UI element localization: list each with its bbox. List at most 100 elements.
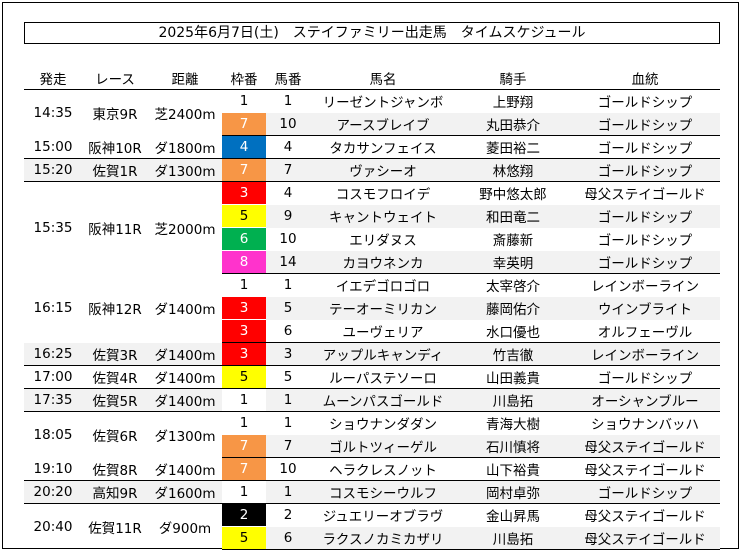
table-row: 15:00 阪神10R ダ1800m 4 4 タカサンフェイス 菱田裕二 ゴールドシップ xyxy=(24,135,720,159)
horse-name: ショウナンダダン xyxy=(329,417,437,434)
race-distance: ダ900m xyxy=(158,520,212,537)
horse-number: 4 xyxy=(283,185,293,202)
pedigree: 母父ステイゴールド xyxy=(584,187,706,204)
pedigree: 母父ステイゴールド xyxy=(584,509,706,526)
race-distance: ダ1400m xyxy=(148,342,222,366)
race-time: 19:10 xyxy=(24,457,82,481)
horse-name: ムーンパスゴールド xyxy=(310,388,456,412)
jockey-name: 岡村卓弥 xyxy=(456,480,570,504)
horse-number: 1 xyxy=(283,415,293,432)
pedigree: ゴールドシップ xyxy=(570,204,720,228)
race-distance: ダ1400m xyxy=(154,302,216,318)
gate-number: 3 xyxy=(222,319,266,343)
race-distance: ダ1400m xyxy=(148,388,222,412)
header-pedigree: 血統 xyxy=(570,67,720,90)
horse-number: 1 xyxy=(283,93,293,110)
gate-number: 3 xyxy=(222,342,266,366)
header-race: レース xyxy=(82,67,148,90)
horse-name: コスモシーウルフ xyxy=(310,480,456,504)
race-time: 20:20 xyxy=(24,480,82,504)
race-name: 阪神10R xyxy=(82,135,148,159)
table-row: 18:05 佐賀6R ダ1300m 1 1 ショウナンダダン 青海大樹 ショウナンバッハ xyxy=(24,411,720,445)
horse-name: ラクスノカミカザリ xyxy=(310,526,456,550)
horse-number: 14 xyxy=(266,250,310,274)
pedigree: 母父ステイゴールド xyxy=(570,526,720,550)
horse-number: 10 xyxy=(279,231,297,247)
table-row: 15:20 佐賀1R ダ1300m 7 7 ヴァシーオ 林悠翔 ゴールドシップ xyxy=(24,158,720,182)
table-row: 16:15 阪神12R ダ1400m 1 1 イエデゴロゴロ 太宰啓介 レインボーライン xyxy=(24,273,720,318)
race-name: 高知9R xyxy=(82,480,148,504)
pedigree: ゴールドシップ xyxy=(597,95,693,112)
jockey-name: 川島拓 xyxy=(456,388,570,412)
header-gate: 枠番 xyxy=(222,67,266,90)
pedigree: ゴールドシップ xyxy=(570,112,720,136)
jockey-name: 藤岡佑介 xyxy=(456,296,570,320)
jockey-name: 竹吉徹 xyxy=(456,342,570,366)
jockey-name: 菱田裕二 xyxy=(456,135,570,159)
race-time: 14:35 xyxy=(33,104,73,121)
jockey-name: 水口優也 xyxy=(456,319,570,343)
pedigree: ショウナンバッハ xyxy=(591,417,699,434)
jockey-name: 青海大樹 xyxy=(486,417,540,434)
pedigree: 母父ステイゴールド xyxy=(570,434,720,458)
table-row: 3 5 テーオーミリカン 藤岡佑介 ウインブライト xyxy=(24,296,720,320)
horse-name: タカサンフェイス xyxy=(310,135,456,159)
horse-number: 7 xyxy=(266,158,310,182)
jockey-name: 斎藤新 xyxy=(492,233,534,249)
pedigree: レインボーライン xyxy=(591,279,699,296)
table-row: 8 14 カヨウネンカ 幸英明 ゴールドシップ xyxy=(24,250,720,274)
horse-number: 3 xyxy=(266,342,310,366)
race-name: 東京9R xyxy=(92,106,138,123)
gate-number: 1 xyxy=(222,480,266,504)
race-distance: ダ1400m xyxy=(148,365,222,389)
jockey-name: 林悠翔 xyxy=(456,158,570,182)
horse-number: 5 xyxy=(266,296,310,320)
schedule-table: 発走 レース 距離 枠番 馬番 馬名 騎手 血統 14:35 東京9R 芝2400m… xyxy=(24,67,720,550)
gate-number: 8 xyxy=(222,250,266,274)
table-row: 7 7 ゴルトツィーゲル 石川慎将 母父ステイゴールド xyxy=(24,434,720,458)
jockey-name: 川島拓 xyxy=(456,526,570,550)
horse-name: イエデゴロゴロ xyxy=(335,279,431,296)
pedigree: ゴールドシップ xyxy=(570,158,720,182)
race-name: 佐賀6R xyxy=(92,428,138,445)
gate-number: 2 xyxy=(222,503,266,527)
gate-number: 7 xyxy=(222,112,266,136)
race-distance: 芝2400m xyxy=(154,106,216,123)
horse-number: 1 xyxy=(283,277,293,294)
gate-number: 3 xyxy=(222,296,266,320)
table-row: 3 6 ユーヴェリア 水口優也 オルフェーヴル xyxy=(24,319,720,343)
horse-number: 1 xyxy=(266,480,310,504)
gate-number: 1 xyxy=(222,89,266,113)
horse-number: 9 xyxy=(266,204,310,228)
jockey-name: 山下裕貴 xyxy=(456,457,570,481)
horse-name: コスモフロイデ xyxy=(335,187,431,204)
race-distance: ダ1300m xyxy=(154,428,216,445)
table-row: 7 10 アースブレイブ 丸田恭介 ゴールドシップ xyxy=(24,112,720,136)
gate-number: 6 xyxy=(222,227,266,251)
race-name: 佐賀3R xyxy=(82,342,148,366)
table-row: 5 6 ラクスノカミカザリ 川島拓 母父ステイゴールド xyxy=(24,526,720,550)
race-name: 阪神12R xyxy=(88,302,142,318)
header-start: 発走 xyxy=(24,67,82,90)
race-distance: 芝2000m xyxy=(154,221,216,238)
horse-name: エリダヌス xyxy=(349,233,417,249)
horse-name: アップルキャンディ xyxy=(310,342,456,366)
header-row: 発走 レース 距離 枠番 馬番 馬名 騎手 血統 xyxy=(24,67,720,90)
horse-name: ヴァシーオ xyxy=(310,158,456,182)
horse-name: ルーパステソーロ xyxy=(310,365,456,389)
header-jockey: 騎手 xyxy=(456,67,570,90)
gate-number: 3 xyxy=(222,181,266,205)
jockey-name: 上野翔 xyxy=(492,95,534,112)
horse-number: 10 xyxy=(266,112,310,136)
gate-number: 5 xyxy=(222,526,266,550)
horse-name: ユーヴェリア xyxy=(310,319,456,343)
table-row: 17:00 佐賀4R ダ1400m 5 5 ルーパステソーロ 山田義貴 ゴールドシップ xyxy=(24,365,720,389)
race-time: 16:25 xyxy=(24,342,82,366)
race-name: 佐賀1R xyxy=(82,158,148,182)
table-row: 20:40 佐賀11R ダ900m 2 2 ジュエリーオブラヴ 金山昇馬 母父ステイゴールド xyxy=(24,503,720,537)
horse-name: アースブレイブ xyxy=(310,112,456,136)
jockey-name: 丸田恭介 xyxy=(456,112,570,136)
pedigree: ウインブライト xyxy=(570,296,720,320)
table-row: 20:20 高知9R ダ1600m 1 1 コスモシーウルフ 岡村卓弥 ゴールドシップ xyxy=(24,480,720,504)
pedigree: オーシャンブルー xyxy=(570,388,720,412)
